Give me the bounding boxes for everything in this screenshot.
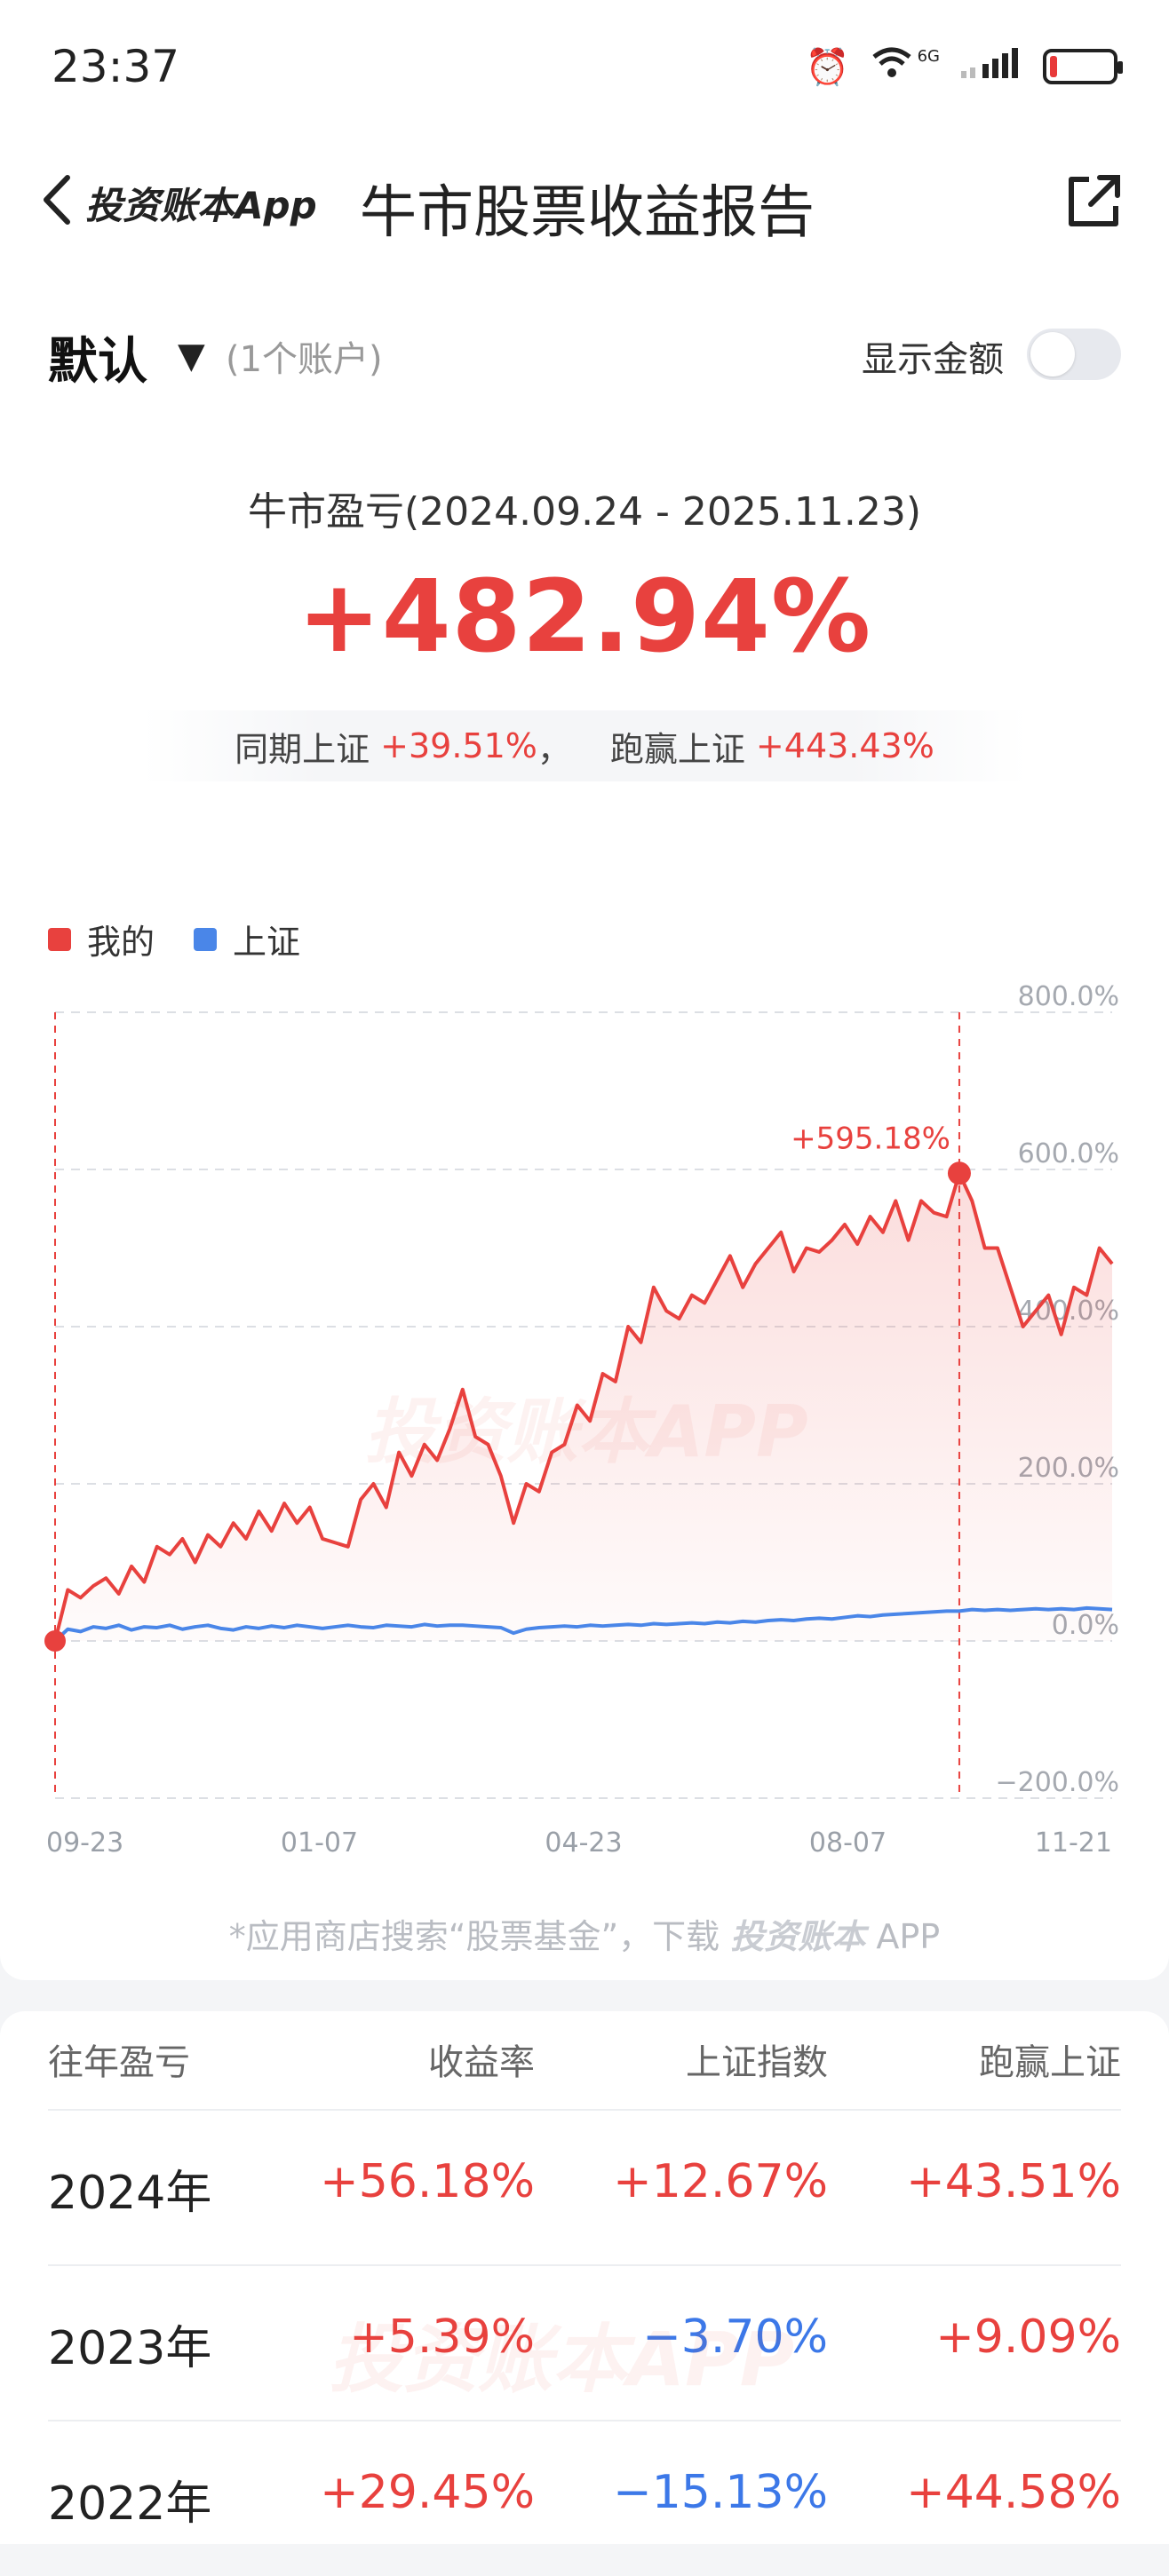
status-icons: ⏰ 6G xyxy=(805,44,1123,89)
header-beat: 跑赢上证 xyxy=(979,2042,1121,2083)
history-card xyxy=(0,2011,1169,2544)
table-header: 往年盈亏 收益率 上证指数 跑赢上证 xyxy=(48,2033,1121,2104)
caret-down-icon[interactable]: ▼ xyxy=(178,336,205,376)
download-tip-brand[interactable]: 投资账本 xyxy=(730,1917,866,1956)
back-icon[interactable] xyxy=(36,169,89,231)
row-return: +29.45% xyxy=(320,2466,535,2519)
row-sse: −3.70% xyxy=(642,2310,828,2364)
x-tick-label: 09-23 xyxy=(46,1827,123,1859)
network-label: 6G xyxy=(917,46,940,66)
beat-value: +443.43% xyxy=(755,726,934,765)
area-mine xyxy=(55,1173,1112,1641)
header-year: 往年盈亏 xyxy=(48,2042,190,2083)
back-label[interactable]: 投资账本App xyxy=(85,184,317,227)
x-tick-label: 11-21 xyxy=(1035,1827,1112,1859)
toggle-knob xyxy=(1030,332,1075,376)
legend-item-sse: 上证 xyxy=(194,915,300,963)
row-sse: −15.13% xyxy=(613,2466,828,2519)
x-tick-label: 08-07 xyxy=(809,1827,887,1859)
page-title: 牛市股票收益报告 xyxy=(360,180,815,246)
report-card xyxy=(0,0,1169,1980)
series-line-sse xyxy=(53,1605,1113,1643)
legend-label-mine: 我的 xyxy=(87,923,155,962)
battery-level xyxy=(1050,56,1057,77)
peak-point xyxy=(947,1161,971,1185)
account-selector[interactable]: 默认 xyxy=(48,333,147,391)
table-row[interactable]: 2024年 +56.18% +12.67% +43.51% xyxy=(48,2109,1121,2265)
row-return: +56.18% xyxy=(320,2155,535,2208)
y-tick-label: 600.0% xyxy=(1018,1138,1119,1169)
table-row[interactable]: 2022年 +29.45% −15.13% +44.58% xyxy=(48,2420,1121,2576)
summary-period: 牛市盈亏(2024.09.24 - 2025.11.23) xyxy=(247,489,922,535)
start-point xyxy=(44,1630,66,1652)
row-year: 2024年 xyxy=(48,2167,212,2220)
header-return: 收益率 xyxy=(428,2042,535,2083)
header-sse: 上证指数 xyxy=(686,2042,828,2083)
y-tick-label: −200.0% xyxy=(995,1767,1119,1798)
status-bar: 23:37 ⏰ 6G xyxy=(0,0,1169,133)
row-year: 2022年 xyxy=(48,2477,212,2531)
legend-label-sse: 上证 xyxy=(233,923,301,962)
peak-label: +595.18% xyxy=(791,1121,950,1156)
row-beat: +44.58% xyxy=(906,2466,1121,2519)
status-time: 23:37 xyxy=(52,41,180,92)
table-row[interactable]: 2023年 +5.39% −3.70% +9.09% xyxy=(48,2264,1121,2421)
sse-label: 同期上证 xyxy=(235,729,370,769)
beat-label: 跑赢上证 xyxy=(609,729,745,769)
row-sse: +12.67% xyxy=(613,2155,828,2208)
row-beat: +9.09% xyxy=(935,2310,1121,2364)
row-year: 2023年 xyxy=(48,2322,212,2375)
compare-strip: 同期上证 +39.51% ， 跑赢上证 +443.43% xyxy=(142,710,1027,781)
x-tick-label: 01-07 xyxy=(281,1827,358,1859)
show-amount-label: 显示金额 xyxy=(862,339,1004,380)
share-icon[interactable] xyxy=(1062,170,1125,233)
wifi-icon xyxy=(870,44,914,89)
row-beat: +43.51% xyxy=(906,2155,1121,2208)
download-tip-prefix: *应用商店搜索“股票基金”，下载 xyxy=(228,1917,720,1956)
summary-return: +482.94% xyxy=(297,559,872,675)
legend-item-mine: 我的 xyxy=(48,915,155,963)
signal-icon xyxy=(959,44,1023,89)
download-tip-suffix: APP xyxy=(865,1917,941,1956)
alarm-icon: ⏰ xyxy=(805,46,850,88)
legend-swatch-mine xyxy=(48,927,71,951)
sse-value: +39.51% xyxy=(380,726,537,765)
show-amount-toggle[interactable] xyxy=(1027,329,1121,380)
nav-bar: 投资账本App 牛市股票收益报告 xyxy=(0,151,1169,249)
download-tip: *应用商店搜索“股票基金”，下载 投资账本 APP xyxy=(0,1909,1169,1958)
y-tick-label: 800.0% xyxy=(1018,981,1119,1012)
x-tick-label: 04-23 xyxy=(545,1827,622,1859)
series-line-mine xyxy=(53,1171,1114,1642)
separator: ， xyxy=(537,729,571,769)
account-row: 默认 ▼ (1个账户) 显示金额 xyxy=(0,311,1169,400)
legend-swatch-sse xyxy=(194,927,218,951)
account-count: (1个账户) xyxy=(226,339,383,380)
chart-legend: 我的 上证 xyxy=(48,915,339,963)
battery-icon xyxy=(1043,49,1123,84)
row-return: +5.39% xyxy=(349,2310,535,2364)
